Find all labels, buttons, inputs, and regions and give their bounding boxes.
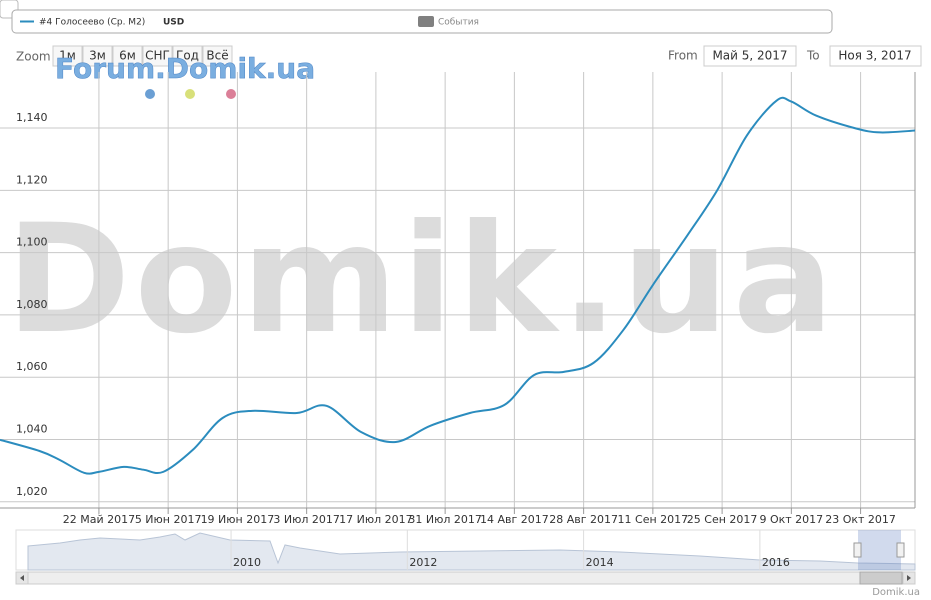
x-tick-label: 28 Авг 2017 <box>549 513 618 526</box>
x-tick-label: 17 Июл 2017 <box>339 513 413 526</box>
zoom-button-label[interactable]: 1м <box>59 49 76 63</box>
zoom-button[interactable] <box>82 45 113 67</box>
y-tick-label: 1,100 <box>16 236 48 249</box>
y-tick-label: 1,140 <box>16 111 48 124</box>
navigator-area <box>27 532 916 571</box>
scrollbar-thumb[interactable] <box>859 571 903 585</box>
from-input[interactable] <box>703 45 797 67</box>
series-line <box>0 96 916 475</box>
watermark: Domik.ua <box>6 193 838 367</box>
forum-watermark: Forum.Domik.ua <box>55 52 315 85</box>
navigator-handle-left[interactable] <box>853 542 862 558</box>
y-tick-label: 1,120 <box>16 173 48 186</box>
x-tick-label: 22 Май 2017 <box>63 513 135 526</box>
zoom-button[interactable] <box>202 45 233 67</box>
to-input[interactable] <box>829 45 922 67</box>
x-tick-label: 14 Авг 2017 <box>480 513 549 526</box>
zoom-button-label[interactable]: Всё <box>206 49 228 63</box>
x-tick-label: 5 Июн 2017 <box>135 513 202 526</box>
from-value[interactable]: Май 5, 2017 <box>712 49 787 63</box>
x-tick-label: 19 Июн 2017 <box>201 513 275 526</box>
navigator-selection[interactable] <box>858 530 901 570</box>
to-label: To <box>806 49 820 63</box>
navigator-tick-label: 2012 <box>409 556 437 569</box>
x-tick-label: 23 Окт 2017 <box>825 513 896 526</box>
zoom-button[interactable] <box>52 45 83 67</box>
legend-events[interactable]: События <box>438 18 479 28</box>
y-tick-label: 1,060 <box>16 360 48 373</box>
zoom-button[interactable] <box>142 45 173 67</box>
watermark-dot <box>185 89 195 99</box>
to-value[interactable]: Ноя 3, 2017 <box>838 49 911 63</box>
x-tick-label: 11 Сен 2017 <box>618 513 689 526</box>
y-tick-label: 1,020 <box>16 485 48 498</box>
legend-unit: USD <box>163 18 184 28</box>
y-tick-label: 1,040 <box>16 422 48 435</box>
x-tick-label: 31 Июл 2017 <box>408 513 482 526</box>
watermark-dot <box>226 89 236 99</box>
navigator-tick-label: 2014 <box>586 556 614 569</box>
zoom-button[interactable] <box>112 45 143 67</box>
x-tick-label: 9 Окт 2017 <box>759 513 823 526</box>
zoom-button[interactable] <box>172 45 203 67</box>
zoom-button-label[interactable]: Год <box>176 49 199 63</box>
watermark-dot <box>145 89 155 99</box>
x-tick-label: 3 Июл 2017 <box>273 513 340 526</box>
navigator-tick-label: 2010 <box>233 556 261 569</box>
zoom-button-label[interactable]: 6м <box>119 49 136 63</box>
y-tick-label: 1,080 <box>16 298 48 311</box>
navigator-handle-right[interactable] <box>896 542 905 558</box>
scrollbar-track[interactable] <box>15 571 916 585</box>
credits[interactable]: Domik.ua <box>872 587 920 598</box>
from-label: From <box>668 49 698 63</box>
navigator-tick-label: 2016 <box>762 556 790 569</box>
scrollbar-right-arrow <box>907 575 911 581</box>
zoom-button-label[interactable]: 3м <box>89 49 106 63</box>
legend-events-swatch <box>418 16 434 27</box>
scrollbar-left-arrow <box>20 575 24 581</box>
zoom-label: Zoom <box>16 50 51 64</box>
legend-series[interactable]: #4 Голосеево (Ср. М2) <box>39 18 145 28</box>
x-tick-label: 25 Сен 2017 <box>687 513 758 526</box>
zoom-button-label[interactable]: СНГ <box>145 49 170 63</box>
